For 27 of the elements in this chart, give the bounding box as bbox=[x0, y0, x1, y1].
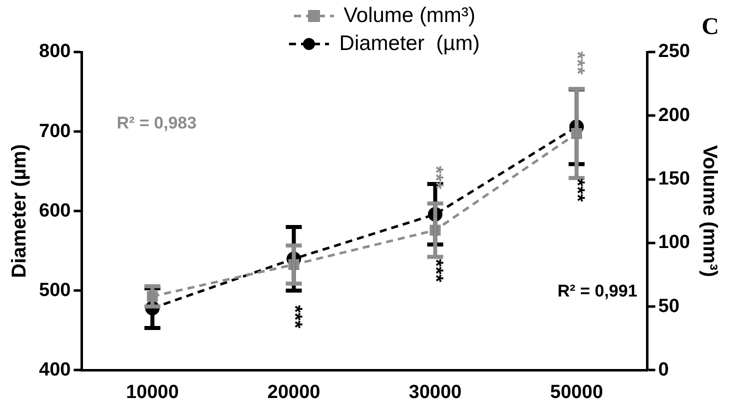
annotation: *** bbox=[424, 258, 447, 282]
x-tick-label: 20000 bbox=[267, 382, 320, 403]
annotation: R² = 0,983 bbox=[116, 114, 197, 133]
y-tick-label: 600 bbox=[39, 200, 71, 222]
y2-tick-label: 250 bbox=[658, 41, 690, 62]
legend-label: Diameter (µm) bbox=[339, 31, 480, 57]
x-tick-label: 50000 bbox=[550, 382, 604, 403]
text: C bbox=[702, 14, 719, 40]
y2-tick-label: 50 bbox=[658, 296, 680, 317]
y-tick-label: 800 bbox=[39, 41, 71, 62]
annotation: R² = 0,991 bbox=[557, 282, 638, 301]
y2-tick-label: 100 bbox=[658, 232, 690, 254]
y-tick-label: 500 bbox=[39, 280, 71, 301]
y2-tick-label: 150 bbox=[658, 168, 690, 190]
annotation: *** bbox=[283, 304, 306, 329]
y2-tick-label: 0 bbox=[658, 359, 669, 380]
y-tick-label: 400 bbox=[39, 359, 71, 380]
y-axis-title: Diameter (µm) bbox=[8, 144, 31, 278]
y2-tick-label: 200 bbox=[658, 104, 690, 126]
y-tick-label: 700 bbox=[39, 120, 71, 142]
annotation: *** bbox=[566, 178, 588, 202]
annotation: *** bbox=[424, 166, 447, 190]
annotation: *** bbox=[566, 51, 588, 75]
x-tick-label: 30000 bbox=[408, 382, 462, 403]
legend-label: Volume (mm³) bbox=[344, 3, 476, 29]
y2-axis-title: Volume (mm³) bbox=[698, 145, 720, 278]
x-tick-label: 10000 bbox=[126, 382, 179, 403]
